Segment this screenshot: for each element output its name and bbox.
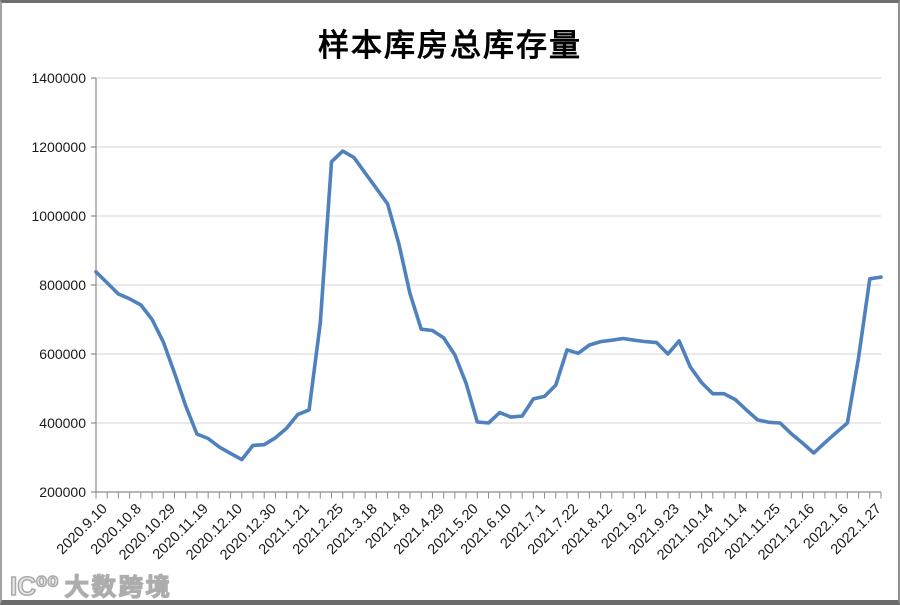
chart-title: 样本库房总库存量	[318, 28, 582, 63]
watermark: IC⁰⁰ 大数跨境	[9, 567, 173, 601]
y-axis-label: 400000	[39, 415, 86, 431]
y-axis-label: 800000	[39, 277, 86, 293]
y-axis-label: 1200000	[31, 139, 86, 155]
y-axis-label: 200000	[39, 484, 86, 500]
y-axis-label: 600000	[39, 346, 86, 362]
y-axis-label: 1000000	[31, 208, 86, 224]
data-series-line	[94, 149, 883, 462]
watermark-logo-icon: IC⁰⁰	[9, 570, 59, 601]
line-chart-plot	[91, 77, 883, 499]
watermark-text: 大数跨境	[64, 573, 173, 601]
y-axis-label: 1400000	[31, 70, 86, 86]
